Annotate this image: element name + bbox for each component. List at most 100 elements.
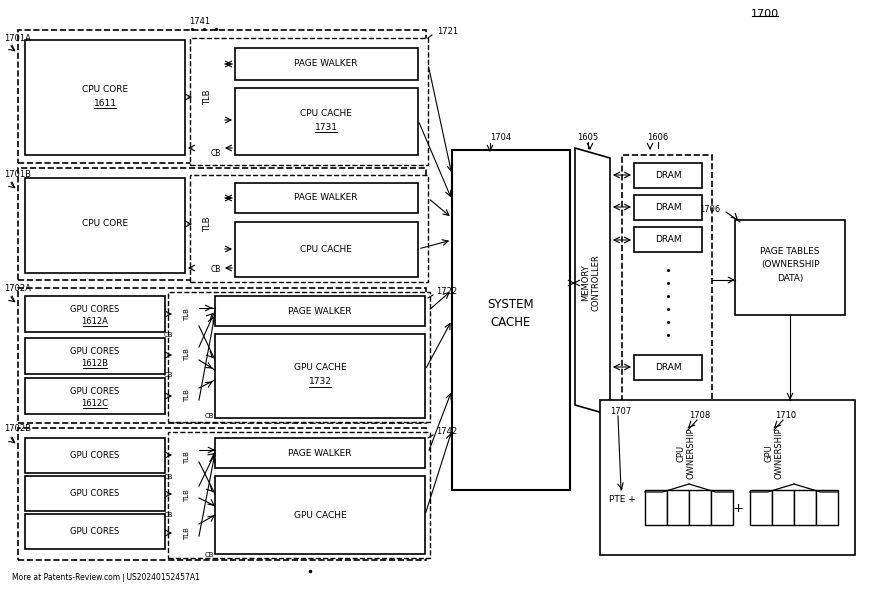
Text: GPU CORES: GPU CORES: [70, 346, 120, 356]
Text: 1708: 1708: [689, 411, 711, 420]
Text: CB: CB: [211, 148, 222, 157]
Bar: [25, 438, 165, 473]
Text: 1612B: 1612B: [82, 359, 108, 368]
Bar: [235, 222, 418, 277]
Text: 1731: 1731: [314, 122, 338, 132]
Bar: [172, 434, 204, 556]
Bar: [18, 168, 426, 280]
Bar: [190, 175, 428, 282]
Bar: [25, 178, 185, 273]
Text: 1606: 1606: [648, 134, 669, 142]
Text: 1702B: 1702B: [4, 424, 31, 433]
Text: 1710: 1710: [775, 411, 796, 420]
Text: +: +: [732, 502, 744, 515]
Bar: [689, 490, 711, 525]
Text: PAGE WALKER: PAGE WALKER: [294, 193, 358, 203]
Bar: [18, 288, 426, 423]
Text: 1732: 1732: [309, 378, 332, 387]
Text: CB: CB: [205, 413, 215, 419]
Bar: [25, 338, 165, 374]
Text: 1721: 1721: [437, 28, 458, 37]
Text: DRAM: DRAM: [655, 203, 681, 212]
Text: 1707: 1707: [610, 408, 631, 417]
Bar: [18, 30, 426, 163]
Bar: [215, 334, 425, 418]
Text: TLB: TLB: [203, 89, 212, 105]
Bar: [235, 183, 418, 213]
Text: DRAM: DRAM: [655, 235, 681, 243]
Bar: [25, 514, 165, 549]
Bar: [175, 338, 199, 372]
Text: 1611: 1611: [93, 99, 116, 108]
Bar: [215, 296, 425, 326]
Bar: [18, 428, 426, 560]
Bar: [452, 150, 570, 490]
Bar: [25, 296, 165, 332]
Text: PAGE WALKER: PAGE WALKER: [289, 449, 352, 457]
Text: PAGE WALKER: PAGE WALKER: [289, 307, 352, 316]
Text: GPU CACHE: GPU CACHE: [294, 363, 347, 372]
Text: 1742: 1742: [436, 427, 457, 437]
Text: PTE +: PTE +: [609, 495, 635, 505]
Text: MEMORY
CONTROLLER: MEMORY CONTROLLER: [582, 255, 601, 311]
Text: CPU CACHE: CPU CACHE: [300, 245, 352, 254]
Text: 1605: 1605: [577, 134, 598, 142]
Text: CPU CORE: CPU CORE: [82, 85, 128, 93]
Text: CB: CB: [205, 552, 215, 558]
Text: TLB: TLB: [184, 349, 190, 362]
Text: TLB: TLB: [184, 389, 190, 402]
Text: (OWNERSHIP: (OWNERSHIP: [760, 261, 819, 269]
Bar: [175, 298, 199, 332]
Bar: [634, 227, 702, 252]
Bar: [816, 490, 838, 525]
Bar: [215, 476, 425, 554]
Bar: [190, 38, 428, 165]
Bar: [175, 478, 199, 513]
Text: SYSTEM: SYSTEM: [488, 298, 534, 311]
Text: 1706: 1706: [699, 206, 720, 215]
Bar: [772, 490, 794, 525]
Text: 1741: 1741: [189, 18, 210, 27]
Text: 1722: 1722: [436, 287, 457, 297]
Text: 1612A: 1612A: [82, 317, 108, 326]
Text: 1702A: 1702A: [4, 284, 31, 293]
Text: TLB: TLB: [184, 527, 190, 540]
Bar: [235, 48, 418, 80]
Text: TLB: TLB: [184, 309, 190, 322]
Bar: [794, 490, 816, 525]
Text: CB: CB: [164, 474, 173, 480]
Bar: [195, 185, 222, 265]
Text: PAGE WALKER: PAGE WALKER: [294, 60, 358, 69]
Bar: [195, 50, 222, 148]
Bar: [667, 490, 689, 525]
Bar: [645, 490, 667, 525]
Text: PAGE TABLES: PAGE TABLES: [760, 248, 820, 256]
Text: CPU
OWNERSHIP: CPU OWNERSHIP: [677, 427, 696, 479]
Polygon shape: [575, 148, 610, 415]
Text: GPU CORES: GPU CORES: [70, 489, 120, 498]
Text: TLB: TLB: [184, 489, 190, 502]
Text: TLB: TLB: [184, 451, 190, 464]
Text: 1700: 1700: [751, 9, 779, 19]
Bar: [235, 88, 418, 155]
Text: 1704: 1704: [490, 134, 511, 142]
Text: DATA): DATA): [777, 274, 803, 282]
Text: 1701A: 1701A: [4, 34, 31, 43]
Text: GPU CORES: GPU CORES: [70, 304, 120, 313]
Text: CB: CB: [211, 265, 222, 274]
Text: TLB: TLB: [203, 216, 212, 232]
Bar: [168, 292, 430, 422]
Text: GPU CORES: GPU CORES: [70, 450, 120, 459]
Bar: [634, 163, 702, 188]
Bar: [622, 155, 712, 415]
Text: CB: CB: [164, 512, 173, 518]
Bar: [215, 438, 425, 468]
Text: GPU CORES: GPU CORES: [70, 527, 120, 535]
Bar: [175, 440, 199, 475]
Text: 1701B: 1701B: [4, 170, 31, 179]
Text: CACHE: CACHE: [491, 316, 532, 329]
Text: GPU
OWNERSHIP: GPU OWNERSHIP: [765, 427, 784, 479]
Bar: [735, 220, 845, 315]
Bar: [168, 432, 430, 558]
Text: CB: CB: [164, 332, 173, 338]
